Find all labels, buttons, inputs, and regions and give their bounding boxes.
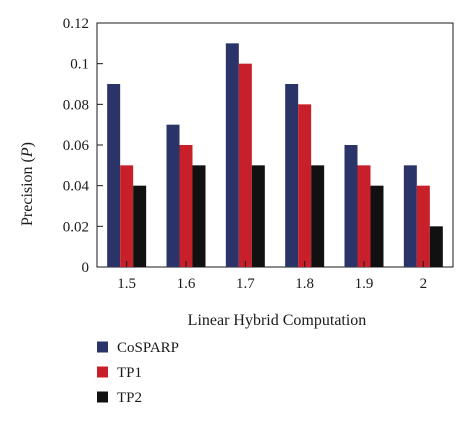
y-axis-title-prefix: Precision ( xyxy=(19,157,36,226)
legend-swatch-tp2 xyxy=(97,391,108,403)
bar-tp2-1-7 xyxy=(251,165,265,267)
legend-swatch-cosparp xyxy=(97,341,108,353)
bar-cosparp-2 xyxy=(403,165,417,267)
y-tick-label: 0.06 xyxy=(63,138,90,154)
y-axis-title-suffix: ) xyxy=(19,142,36,147)
bars xyxy=(107,43,443,268)
bar-tp2-1-8 xyxy=(311,165,325,267)
bar-cosparp-1-6 xyxy=(166,124,180,268)
legend-label-tp2: TP2 xyxy=(117,390,142,406)
x-tick-label: 1.8 xyxy=(295,276,314,292)
bar-tp1-1-7 xyxy=(238,63,252,267)
y-axis-title-variable: P xyxy=(19,147,36,158)
plot-area: 0 0.02 0.04 0.06 0.08 0.1 0.12 1.5 1.6 1.7 1.8 1.9… xyxy=(63,16,454,292)
y-tick-label: 0.02 xyxy=(63,219,89,235)
bar-tp2-2 xyxy=(429,226,443,267)
plot-frame xyxy=(96,22,454,268)
legend-label-cosparp: CoSPARP xyxy=(117,340,179,356)
bar-tp1-1-6 xyxy=(179,145,193,267)
x-tick-label: 1.7 xyxy=(236,276,255,292)
legend-swatch-tp1 xyxy=(97,366,108,378)
bar-tp1-1-5 xyxy=(120,165,134,267)
y-axis-title: Precision (P) xyxy=(19,142,36,226)
bar-cosparp-1-5 xyxy=(107,84,121,267)
x-tick-label: 1.9 xyxy=(355,276,374,292)
y-tick-label: 0.12 xyxy=(63,16,89,32)
x-tick-label: 1.5 xyxy=(117,276,136,292)
legend-label-tp1: TP1 xyxy=(117,365,142,381)
legend: CoSPARP TP1 TP2 xyxy=(97,340,179,406)
bar-cosparp-1-8 xyxy=(285,84,299,267)
y-axis-ticks: 0 0.02 0.04 0.06 0.08 0.1 0.12 xyxy=(63,16,103,276)
bar-cosparp-1-9 xyxy=(344,145,358,267)
x-tick-label: 2 xyxy=(420,276,428,292)
bar-tp2-1-9 xyxy=(370,185,384,267)
y-tick-label: 0.1 xyxy=(70,57,89,73)
y-tick-label: 0.04 xyxy=(63,179,90,195)
x-axis-title: Linear Hybrid Computation xyxy=(188,312,367,329)
x-axis-ticks: 1.5 1.6 1.7 1.8 1.9 2 xyxy=(117,261,427,292)
bar-tp2-1-6 xyxy=(192,165,206,267)
x-tick-label: 1.6 xyxy=(177,276,196,292)
y-tick-label: 0.08 xyxy=(63,97,89,113)
bar-cosparp-1-7 xyxy=(225,43,239,268)
bar-tp1-1-9 xyxy=(357,165,371,267)
bar-tp1-2 xyxy=(416,185,430,267)
y-tick-label: 0 xyxy=(82,260,90,276)
bar-tp1-1-8 xyxy=(298,104,312,267)
bar-tp2-1-5 xyxy=(133,185,147,267)
